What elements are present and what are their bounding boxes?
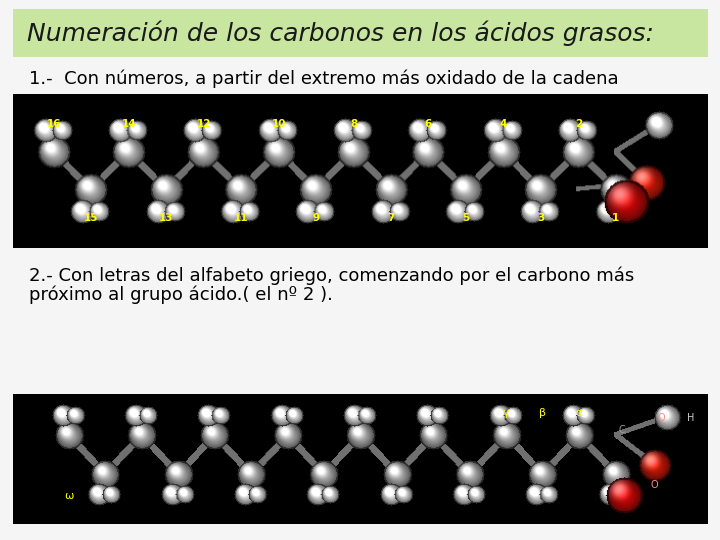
Text: 11: 11 <box>234 213 248 222</box>
Text: ω: ω <box>65 491 74 501</box>
Text: 6: 6 <box>425 119 432 129</box>
Text: 8: 8 <box>350 119 357 129</box>
Text: 3: 3 <box>537 213 544 222</box>
Text: O: O <box>651 480 658 490</box>
Text: 9: 9 <box>312 213 320 222</box>
Text: 1: 1 <box>612 213 619 222</box>
Text: 14: 14 <box>122 119 136 129</box>
FancyBboxPatch shape <box>13 9 708 57</box>
Text: 2: 2 <box>575 119 582 129</box>
Text: 7: 7 <box>387 213 395 222</box>
Text: 16: 16 <box>47 119 61 129</box>
Text: 12: 12 <box>197 119 211 129</box>
Text: 2.- Con letras del alfabeto griego, comenzando por el carbono más: 2.- Con letras del alfabeto griego, come… <box>29 266 634 285</box>
Text: α: α <box>576 408 583 418</box>
Text: γ: γ <box>503 408 510 418</box>
Text: 13: 13 <box>159 213 174 222</box>
Text: β: β <box>539 408 546 418</box>
Text: C: C <box>618 424 625 435</box>
Text: 5: 5 <box>462 213 469 222</box>
Text: O: O <box>658 413 665 422</box>
Text: H: H <box>687 413 694 422</box>
Text: próximo al grupo ácido.( el nº 2 ).: próximo al grupo ácido.( el nº 2 ). <box>29 285 333 303</box>
Text: 10: 10 <box>271 119 286 129</box>
Text: 15: 15 <box>84 213 99 222</box>
Text: 4: 4 <box>500 119 507 129</box>
Text: 1.-  Con números, a partir del extremo más oxidado de la cadena: 1.- Con números, a partir del extremo má… <box>29 69 618 87</box>
Text: Numeración de los carbonos en los ácidos grasos:: Numeración de los carbonos en los ácidos… <box>27 20 654 46</box>
